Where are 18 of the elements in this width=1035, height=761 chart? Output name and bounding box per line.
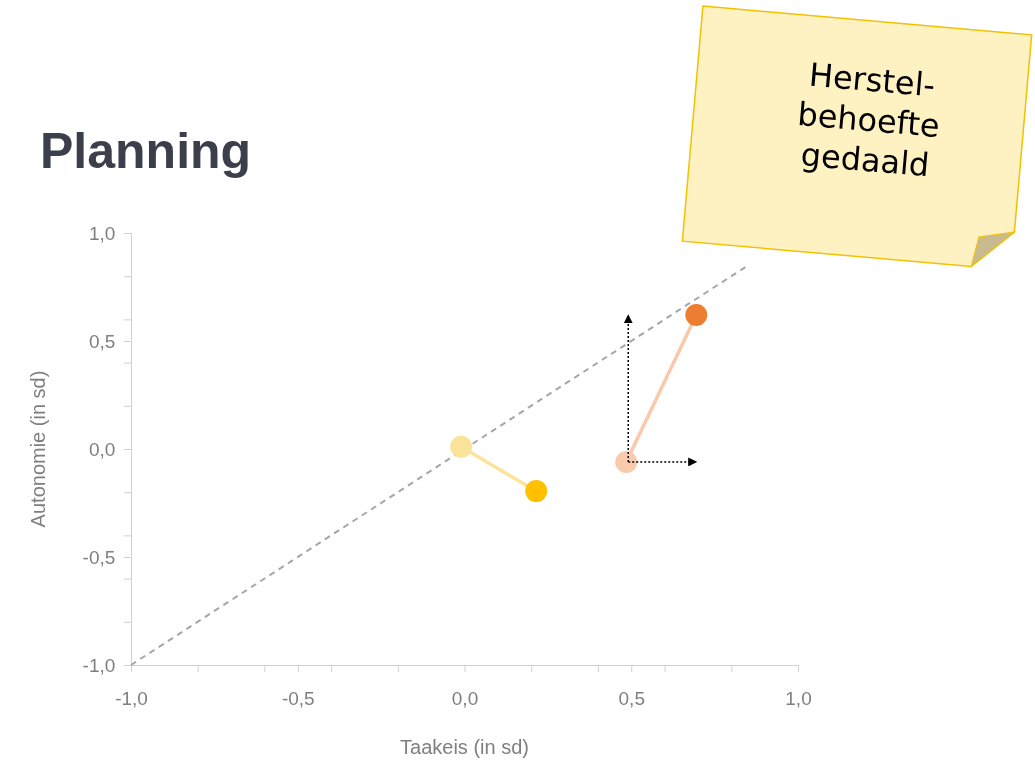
sticky-note: Herstel- behoefte gedaald [681, 5, 1033, 268]
y-axis-title: Autonomie (in sd) [27, 370, 49, 528]
y-tick-label: 0,0 [88, 438, 116, 460]
x-tick-label: -0,5 [281, 688, 315, 710]
chart-title: Planning [40, 123, 252, 179]
y-tick-label: -0,5 [82, 546, 116, 568]
x-tick-label: -1,0 [115, 688, 148, 710]
x-tick-label: 0,0 [451, 688, 479, 710]
point [525, 480, 548, 503]
x-axis-title: Taakeis (in sd) [400, 736, 529, 758]
point [450, 435, 473, 458]
point [685, 304, 708, 327]
x-tick-label: 1,0 [785, 688, 812, 710]
x-tick-label: 0,5 [618, 688, 645, 710]
y-tick-label: 0,5 [88, 330, 116, 352]
y-tick-label: -1,0 [82, 654, 116, 676]
y-tick-label: 1,0 [88, 222, 116, 244]
point [615, 450, 638, 473]
